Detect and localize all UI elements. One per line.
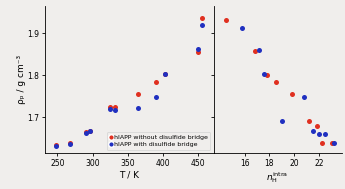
Point — [223, 18, 229, 21]
Point — [53, 144, 59, 147]
Point — [153, 96, 159, 99]
Point — [53, 143, 59, 146]
Point — [314, 124, 319, 127]
Point — [316, 133, 322, 136]
Point — [107, 105, 113, 108]
Point — [195, 50, 201, 53]
Point — [83, 131, 88, 134]
Point — [279, 119, 285, 122]
Point — [136, 107, 141, 110]
Point — [199, 23, 205, 26]
Point — [195, 47, 201, 50]
X-axis label: $n_{\rm H}^{\rm intra}$: $n_{\rm H}^{\rm intra}$ — [266, 170, 289, 185]
X-axis label: T / K: T / K — [119, 170, 139, 179]
Point — [162, 73, 168, 76]
Point — [153, 81, 159, 84]
Point — [302, 96, 307, 99]
Point — [306, 119, 312, 122]
Point — [112, 105, 118, 108]
Point — [329, 142, 334, 145]
Legend: hIAPP without disulfide bridge, hIAPP with disulfide bridge: hIAPP without disulfide bridge, hIAPP wi… — [107, 132, 210, 150]
Point — [273, 81, 278, 84]
Point — [323, 133, 328, 136]
Point — [319, 142, 324, 145]
Point — [83, 132, 88, 135]
Point — [257, 48, 262, 51]
Point — [136, 93, 141, 96]
Point — [252, 49, 257, 52]
Point — [87, 129, 92, 132]
Point — [162, 73, 168, 76]
Point — [289, 93, 295, 96]
Point — [310, 129, 316, 132]
Point — [199, 17, 205, 20]
Point — [67, 142, 73, 145]
Point — [107, 107, 113, 110]
Point — [87, 129, 92, 132]
Point — [264, 74, 270, 77]
Point — [112, 108, 118, 111]
Point — [67, 143, 73, 146]
Point — [239, 26, 245, 29]
Point — [331, 142, 337, 145]
Point — [262, 73, 267, 76]
Y-axis label: ρₚ / g cm⁻³: ρₚ / g cm⁻³ — [17, 55, 26, 104]
